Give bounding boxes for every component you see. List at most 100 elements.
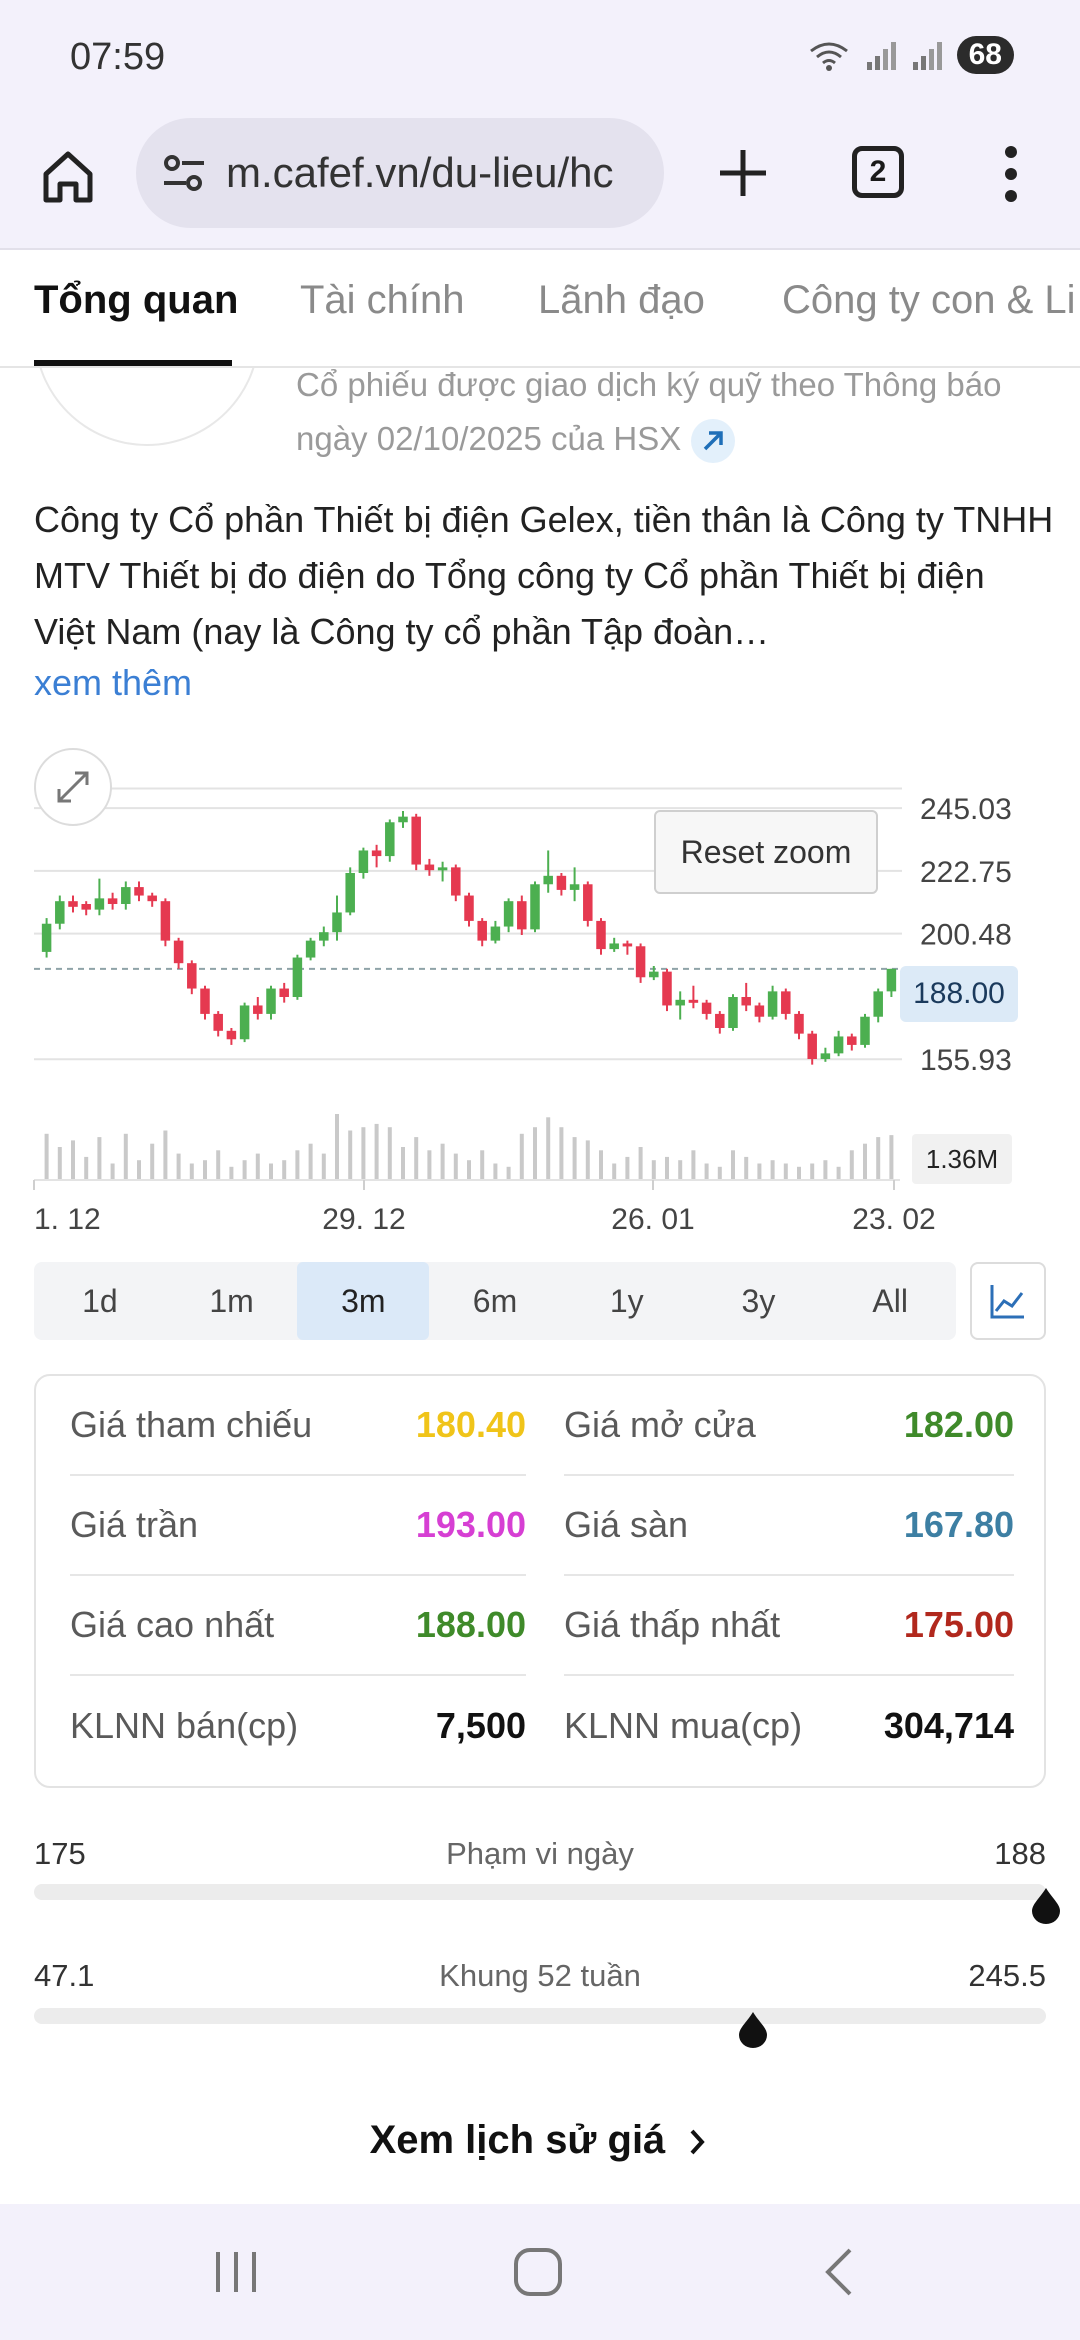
volume-bar [783, 1163, 788, 1180]
address-bar[interactable]: m.cafef.vn/du-lieu/hc [136, 118, 664, 228]
volume-bar [189, 1163, 194, 1180]
time-range-selector: 1d 1m 3m 6m 1y 3y All [34, 1262, 956, 1340]
candle-body [121, 887, 131, 904]
volume-bar [467, 1160, 471, 1180]
price-history-label: Xem lịch sử giá [369, 2118, 666, 2162]
tab-finance[interactable]: Tài chính [300, 278, 465, 322]
candle-body [358, 850, 369, 873]
candle-body [385, 822, 395, 857]
volume-bar [678, 1160, 683, 1180]
volume-bar [480, 1150, 485, 1180]
volume-bar [361, 1127, 366, 1180]
x-tick-label: 26. 01 [611, 1203, 694, 1236]
volume-bar [387, 1127, 392, 1180]
range-3m[interactable]: 3m [297, 1262, 430, 1340]
candle-body [81, 904, 91, 910]
more-menu-icon[interactable] [996, 142, 1026, 206]
candle-body [688, 999, 699, 1003]
candle-body [754, 1005, 765, 1017]
candle-body [609, 943, 619, 950]
volume-bar [57, 1147, 62, 1180]
expand-chart-button[interactable] [34, 748, 112, 826]
candle-body [675, 999, 685, 1006]
volume-bar [757, 1163, 762, 1180]
candle-body [345, 873, 355, 913]
volume-bar [84, 1156, 89, 1180]
tab-switcher-button[interactable]: 2 [852, 146, 904, 198]
range-6m[interactable]: 6m [472, 1282, 518, 1319]
candlestick-chart[interactable]: 245.03 222.75 200.48 155.93 1. 12 29. 12 26. 0… [0, 740, 1080, 1240]
range-all[interactable]: All [872, 1282, 908, 1319]
candle-body [332, 912, 342, 933]
volume-bar [744, 1156, 749, 1180]
stat-ref-price: Giá tham chiếu 180.40 [70, 1376, 526, 1476]
price-chart[interactable]: 245.03 222.75 200.48 155.93 1. 12 29. 12 26. 0… [0, 740, 1080, 1240]
volume-bar [533, 1127, 537, 1180]
candle-body [200, 988, 210, 1014]
volume-bar [863, 1143, 867, 1180]
volume-bar [493, 1163, 498, 1180]
tab-subsidiaries[interactable]: Công ty con & Li [782, 278, 1076, 322]
candle-body [741, 997, 751, 1006]
site-settings-icon[interactable] [160, 149, 208, 197]
week52-label: Khung 52 tuần [439, 1958, 641, 1993]
range-1m[interactable]: 1m [209, 1282, 254, 1319]
candle-body [187, 963, 197, 989]
week52-high: 245.5 [968, 1958, 1046, 1993]
volume-bar [321, 1153, 326, 1180]
candle-body [622, 943, 633, 947]
candle-body [860, 1016, 870, 1045]
candle-body [833, 1036, 844, 1054]
candle-body [820, 1053, 831, 1059]
reset-zoom-button[interactable]: Reset zoom [654, 810, 878, 894]
volume-bar [585, 1140, 590, 1180]
candle-body [398, 816, 408, 823]
range-1d[interactable]: 1d [82, 1282, 118, 1319]
week52-low: 47.1 [34, 1958, 95, 1993]
candle-body [503, 901, 514, 927]
tab-overview[interactable]: Tổng quan [34, 278, 239, 322]
volume-bar [889, 1135, 894, 1180]
candle-body [173, 940, 184, 964]
range-3y[interactable]: 3y [741, 1282, 776, 1319]
volume-bar [876, 1137, 881, 1180]
high-price-value: 188.00 [415, 1604, 526, 1645]
volume-bar [374, 1123, 379, 1180]
day-range-high: 188 [994, 1836, 1046, 1871]
open-price-value: 182.00 [903, 1404, 1014, 1445]
volume-bar [216, 1150, 221, 1180]
home-icon[interactable] [36, 144, 100, 208]
see-more-link[interactable]: xem thêm [34, 662, 193, 703]
volume-bar [242, 1160, 247, 1180]
volume-bar [295, 1150, 300, 1180]
floor-price-value: 167.80 [903, 1504, 1014, 1545]
candle-body [543, 875, 553, 885]
back-nav-icon[interactable] [810, 2242, 870, 2302]
candle-body [292, 957, 303, 997]
price-history-link[interactable]: Xem lịch sử giá [0, 2118, 1080, 2163]
candle-body [437, 867, 448, 871]
chart-type-button[interactable] [970, 1262, 1046, 1340]
ref-price-value: 180.40 [415, 1404, 526, 1445]
volume-bar [137, 1160, 141, 1180]
line-chart-icon [990, 1285, 1024, 1319]
recent-apps-icon[interactable] [206, 2242, 266, 2302]
volume-bar [203, 1160, 207, 1180]
candle-body [451, 867, 461, 896]
candle-body [305, 940, 316, 958]
volume-bar [427, 1150, 432, 1180]
home-nav-icon[interactable] [508, 2242, 568, 2302]
new-tab-icon[interactable] [710, 140, 776, 206]
range-1y[interactable]: 1y [609, 1282, 644, 1319]
ceiling-price-value: 193.00 [415, 1504, 526, 1545]
candle-body [662, 971, 672, 1006]
status-icons: 68 [807, 36, 1014, 74]
company-description: Công ty Cổ phần Thiết bị điện Gelex, tiề… [34, 499, 1054, 652]
candle-body [556, 875, 567, 890]
candle-body [728, 997, 738, 1028]
week52-track [34, 2008, 1046, 2024]
external-link-icon[interactable] [691, 419, 736, 464]
tab-leadership[interactable]: Lãnh đạo [538, 278, 705, 322]
y-tick-label: 155.93 [920, 1044, 1012, 1077]
candle-body [530, 884, 540, 930]
